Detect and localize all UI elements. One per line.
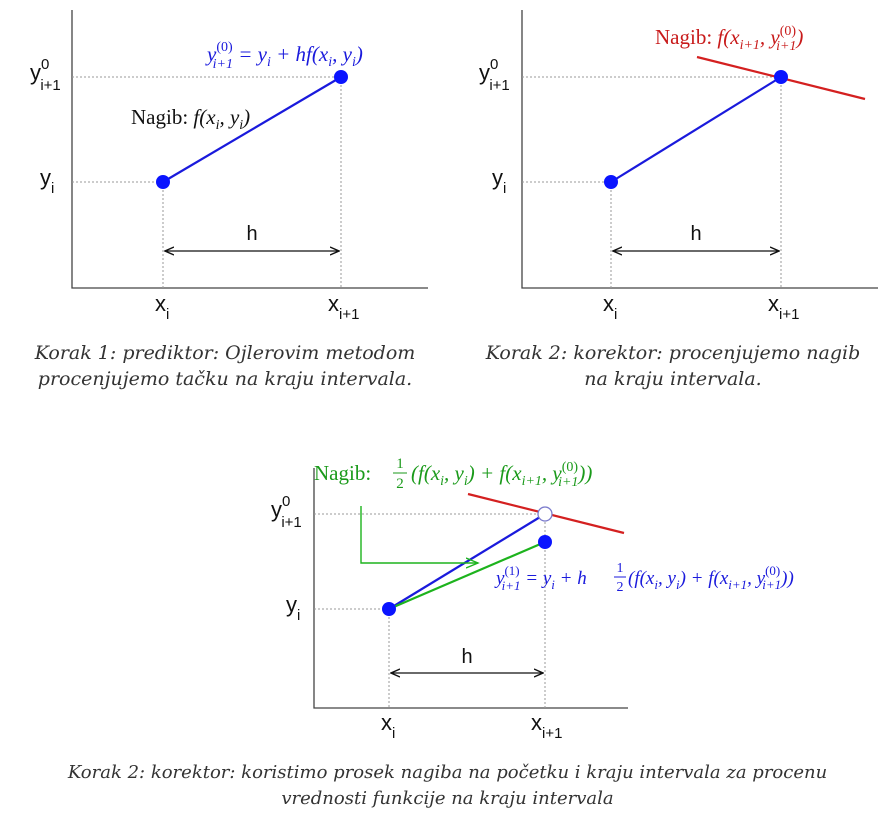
panel2-h-label: h [690, 223, 701, 245]
panel3-slope-label: Nagib: 1 2 (f(xi, yi) + f(xi+1, y(0) i+1)… [314, 456, 592, 492]
panel1-axes [71, 10, 428, 289]
panel3-caption-line2: vrednosti funkcije na kraju intervala [281, 788, 614, 809]
panel3-pointer-arrow [360, 506, 478, 563]
panel1-x-i-label: xi [155, 291, 169, 323]
panel2-y-next-label: y0 i+1 [479, 56, 510, 94]
panel2-predicted-point [774, 70, 788, 84]
svg-text:1: 1 [617, 561, 624, 576]
panel1-predictor-formula: y(0) i+1 = yi + hf(xi, yi) [205, 40, 363, 72]
panel2-caption-line2: na kraju intervala. [584, 368, 762, 390]
panel3-corrector-formula: y(1) i+1 = yi + h 1 2 (f(xi, yi) + f(xi+1… [494, 561, 794, 595]
panel3-y-i-label: yi [286, 592, 300, 624]
panel1-euler-line [162, 76, 342, 183]
panel3-x-next-label: xi+1 [531, 710, 562, 742]
panel2-caption-line1: Korak 2: korektor: procenjujemo nagib [485, 342, 861, 364]
panel1-caption-line2: procenjujemo tačku na kraju intervala. [37, 368, 413, 390]
panel3-axes [313, 468, 628, 709]
panel3-corrected-point [538, 535, 552, 549]
panel2-x-i-label: xi [603, 291, 617, 323]
panel3-euler-line [388, 513, 546, 610]
panel-3-corrector-average: h y0 i+1 yi xi xi+1 Nagib: 1 2 (f(xi, yi)… [271, 456, 794, 742]
svg-text:1: 1 [396, 456, 404, 472]
panel2-x-next-label: xi+1 [768, 291, 799, 323]
svg-text:2: 2 [617, 580, 624, 595]
panel2-slope-label: Nagib: f(xi+1, y(0) i+1) [655, 24, 803, 54]
svg-text:(f(xi, yi) + f(xi+1, y(0)i+1)): (f(xi, yi) + f(xi+1, y(0) i+1)) [628, 563, 794, 592]
panel3-predicted-point-hollow [537, 506, 553, 522]
panel3-y-next-label: y0 i+1 [271, 493, 302, 531]
svg-text:2: 2 [396, 476, 404, 492]
panel2-caption: Korak 2: korektor: procenjujemo nagib na… [458, 340, 888, 392]
panel1-start-point [156, 175, 170, 189]
svg-text:y(1)i+1 = yi + h: y(1) i+1 = yi + h [494, 563, 587, 593]
panel3-caption: Korak 2: korektor: koristimo prosek nagi… [0, 760, 895, 812]
panel3-caption-line1: Korak 2: korektor: koristimo prosek nagi… [67, 762, 828, 783]
panel-1-predictor: h y0 i+1 yi xi xi+1 y(0) i+1 = yi + hf(xi,… [30, 10, 428, 323]
panel2-axes [521, 10, 878, 289]
panel1-h-label: h [246, 223, 257, 245]
panel3-h-label: h [461, 646, 472, 668]
panel1-slope-label: Nagib: f(xi, yi) [131, 105, 250, 133]
panel-2-corrector-slope: h y0 i+1 yi xi xi+1 Nagib: f(xi+1, y(0) i+… [479, 10, 878, 323]
panel3-average-slope-line [388, 540, 546, 611]
panel1-x-next-label: xi+1 [328, 291, 359, 323]
svg-text:(f(xi, yi) + f(xi+1, y(0)i+1)): (f(xi, yi) + f(xi+1, y(0) i+1)) [411, 460, 592, 490]
panel1-y-i-label: yi [40, 165, 54, 197]
panel2-start-point [604, 175, 618, 189]
panel2-euler-line [610, 76, 782, 183]
panel2-y-i-label: yi [492, 165, 506, 197]
panel3-start-point [382, 602, 396, 616]
panel3-x-i-label: xi [381, 710, 395, 742]
panel1-predicted-point [334, 70, 348, 84]
panel1-y-next-label: y0 i+1 [30, 56, 61, 94]
panel1-caption-line1: Korak 1: prediktor: Ojlerovim metodom [34, 342, 416, 364]
panel1-caption: Korak 1: prediktor: Ojlerovim metodom pr… [0, 340, 450, 392]
svg-text:Nagib:: Nagib: [314, 461, 371, 485]
